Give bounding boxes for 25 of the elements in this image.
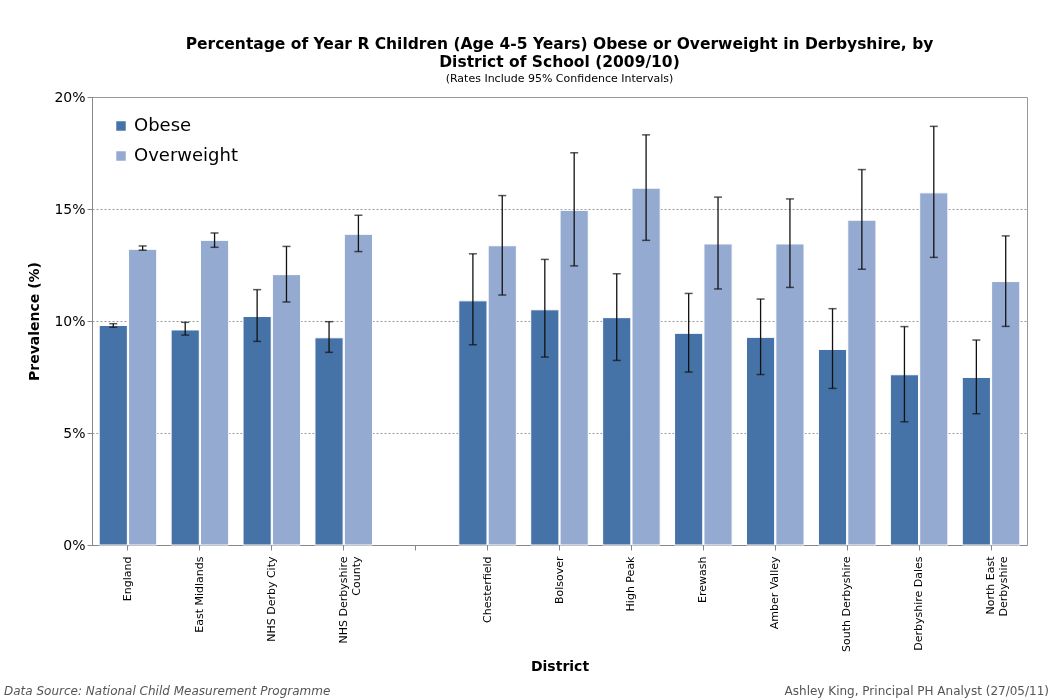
y-tick-label: 15%: [54, 200, 86, 217]
x-tick-label: High Peak: [624, 555, 638, 612]
chart-title: Percentage of Year R Children (Age 4-5 Years) Obese or Overweight in Derbyshire, by District of School (2009/10): [185, 35, 934, 71]
x-axis-title: District: [530, 658, 590, 675]
y-tick-label: 10%: [54, 312, 86, 329]
x-tick-label: England: [120, 556, 134, 602]
x-tick-label: NHS Derby City: [264, 556, 278, 642]
source-note: Data Source: National Child Measurement Programme: [4, 684, 331, 698]
x-tick-label: North East Derbyshire: [984, 555, 1011, 617]
y-axis-title: Prevalence (%): [26, 262, 43, 381]
x-tick-label: Erewash: [696, 556, 710, 603]
chart-subtitle: (Rates Include 95% Confidence Intervals): [445, 72, 674, 85]
x-tick-label: Amber Valley: [768, 556, 782, 630]
text: Ashley King, Principal PH Analyst (27/05/11): [784, 684, 1049, 698]
x-tick-label: NHS Derbyshire County: [336, 556, 363, 644]
x-tick-label: Chesterfield: [480, 556, 494, 623]
legend-label: Overweight: [134, 144, 238, 165]
legend-label: Obese: [134, 114, 192, 135]
x-tick-label: Bolsover: [552, 556, 566, 605]
x-tick-label: Derbyshire Dales: [912, 556, 926, 651]
x-tick-label: East Midlands: [192, 556, 206, 633]
y-tick-label: 0%: [63, 536, 86, 553]
y-tick-label: 20%: [54, 88, 86, 105]
x-tick-label: South Derbyshire: [840, 556, 854, 653]
y-tick-label: 5%: [63, 424, 86, 441]
